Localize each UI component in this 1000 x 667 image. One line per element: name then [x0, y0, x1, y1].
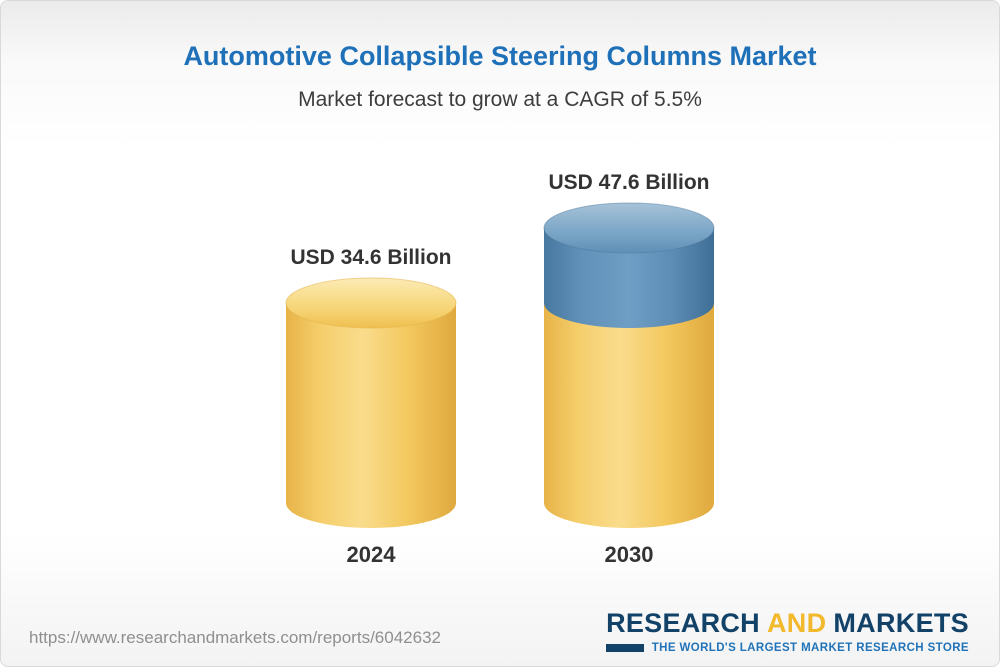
cylinder-2030 [543, 202, 715, 528]
chart-area: USD 34.6 Billion 2024 USD 47.6 Billion 2… [1, 171, 999, 568]
bar-group-2024: USD 34.6 Billion 2024 [281, 246, 461, 568]
logo-markets: MARKETS [833, 608, 969, 639]
logo-and: AND [766, 608, 827, 639]
page-subtitle: Market forecast to grow at a CAGR of 5.5… [298, 88, 702, 111]
logo-tagline-bar [606, 644, 644, 652]
logo-wordmark: RESEARCH AND MARKETS [606, 609, 969, 639]
logo: RESEARCH AND MARKETS THE WORLD'S LARGEST… [606, 609, 969, 654]
cylinder-2024-top [285, 277, 457, 329]
bar-group-2030: USD 47.6 Billion 2030 [539, 171, 719, 568]
value-label-2024: USD 34.6 Billion [290, 246, 452, 269]
cylinder-2030-base-segment [544, 301, 714, 528]
logo-tagline: THE WORLD'S LARGEST MARKET RESEARCH STOR… [651, 642, 969, 654]
value-label-2030: USD 47.6 Billion [548, 171, 710, 194]
year-label-2024: 2024 [346, 542, 396, 567]
logo-tagline-row: THE WORLD'S LARGEST MARKET RESEARCH STOR… [606, 642, 969, 654]
cylinder-2024-body [286, 303, 456, 528]
cylinder-2030-growth-segment [544, 228, 714, 328]
cylinder-2030-top [543, 202, 715, 254]
footer-url[interactable]: https://www.researchandmarkets.com/repor… [29, 628, 441, 647]
page-title: Automotive Collapsible Steering Columns … [183, 41, 817, 71]
logo-research: RESEARCH [606, 608, 760, 639]
cylinder-2024 [285, 277, 457, 528]
year-label-2030: 2030 [604, 542, 654, 567]
